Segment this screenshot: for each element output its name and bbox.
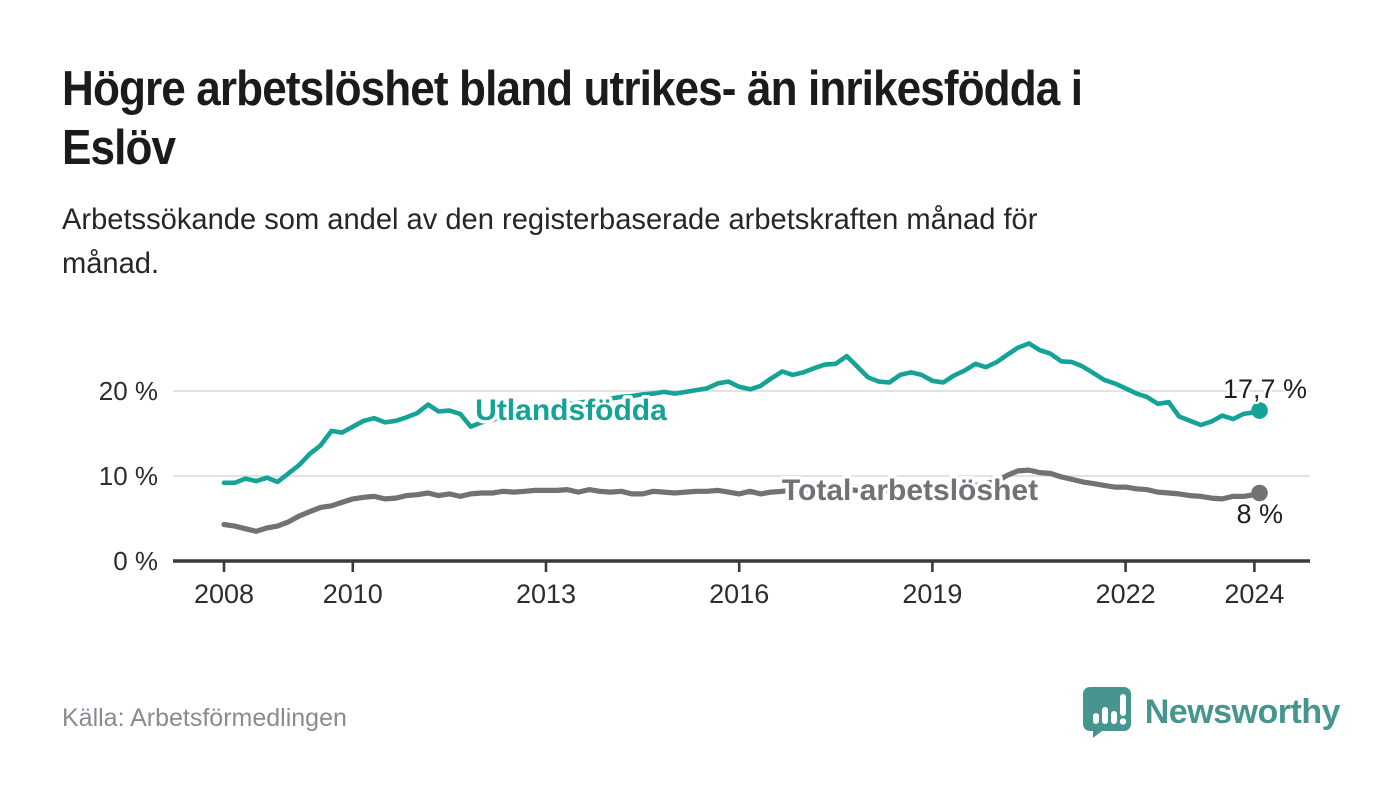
- source-note: Källa: Arbetsförmedlingen: [62, 704, 347, 732]
- series-line-utlandsfodda: [221, 341, 1262, 486]
- chart-subtitle: Arbetssökande som andel av den registerb…: [62, 203, 1038, 280]
- chart-title: Högre arbetslöshet bland utrikes- än inr…: [62, 62, 1083, 175]
- x-tick-label-2016: 2016: [709, 579, 769, 609]
- x-tick-label-2022: 2022: [1096, 579, 1156, 609]
- series-line-total: [221, 467, 1263, 534]
- series-end-dot-utlandsfodda: [1251, 402, 1268, 419]
- end-value-label-total: 8 %: [1236, 499, 1283, 529]
- x-tick-label-2013: 2013: [516, 579, 576, 609]
- x-tick-label-2024: 2024: [1224, 579, 1284, 609]
- x-tick-label-2019: 2019: [902, 579, 962, 609]
- newsworthy-wordmark: Newsworthy: [1144, 692, 1341, 731]
- x-tick-label-2010: 2010: [323, 579, 383, 609]
- end-value-label-utlandsfodda: 17,7 %: [1223, 374, 1307, 404]
- newsworthy-brand: Newsworthy: [1082, 686, 1341, 738]
- y-tick-label-20: 20 %: [99, 376, 158, 406]
- y-tick-label-0: 0 %: [113, 546, 158, 576]
- y-tick-label-10: 10 %: [99, 461, 158, 491]
- series-label-utlandsfodda: Utlandsfödda: [475, 394, 667, 427]
- series-label-total-arbetsloshet: Total arbetslöshet: [782, 474, 1038, 507]
- chart-plot-area: 2008 2010 2013 2016 2019 2022 2024 0 % 10 % 20 %: [99, 341, 1310, 609]
- newsworthy-logo-icon: [1082, 687, 1131, 738]
- x-tick-label-2008: 2008: [194, 579, 254, 609]
- chart-annotations: Utlandsfödda Total arbetslöshet 17,7 % 8…: [472, 372, 1310, 532]
- series-end-dot-total: [1251, 484, 1268, 502]
